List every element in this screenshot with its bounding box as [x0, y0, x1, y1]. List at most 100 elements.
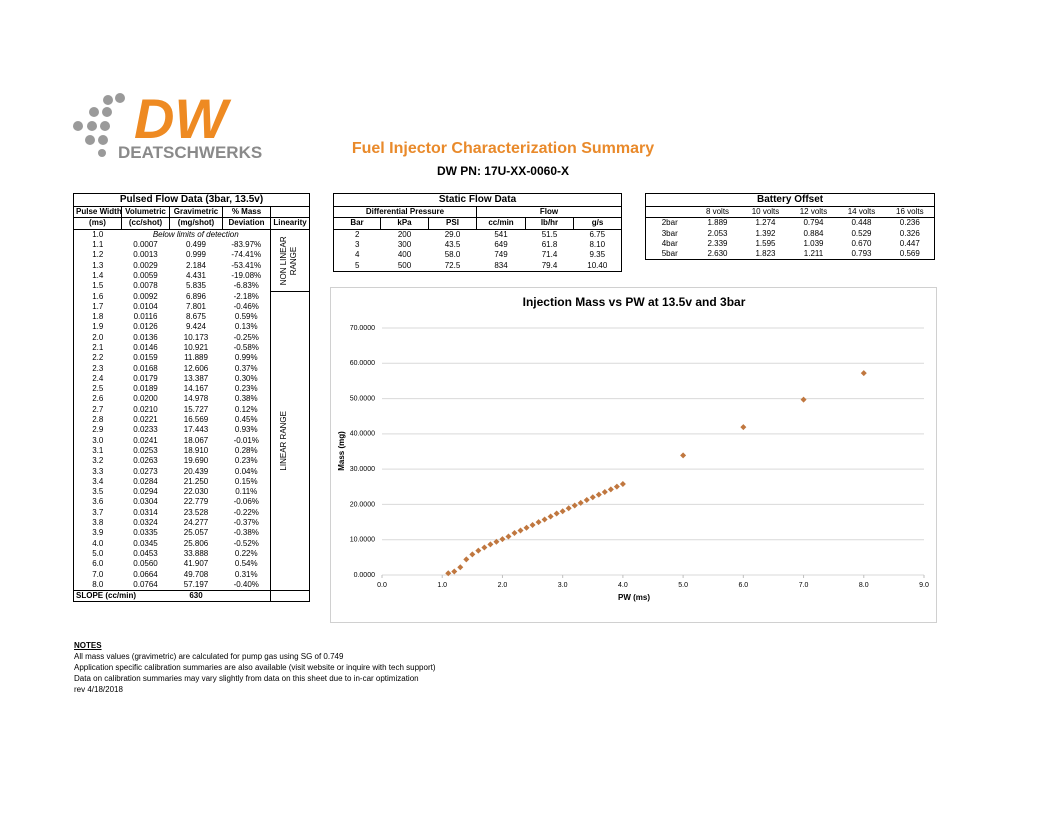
cell: 14.167 [183, 384, 209, 394]
linearity-label: LINEAR RANGE [279, 411, 289, 471]
column-header: cc/min [476, 217, 526, 230]
cell: 10.40 [587, 260, 608, 270]
data-row: 3.7 0.0314 23.528 -0.22% [74, 508, 310, 518]
data-row: 1.0 Below limits of detection NON LINEAR R… [74, 229, 311, 292]
marker [493, 538, 500, 545]
cell: 0.0284 [133, 476, 158, 486]
cell: 0.0059 [133, 270, 158, 280]
cell: 8.10 [589, 240, 606, 250]
group-row: Differential Pressure Flow [333, 205, 623, 219]
cell: 1.8 [92, 312, 104, 322]
cell: 0.99% [234, 353, 258, 363]
cell: 15.727 [183, 404, 209, 414]
cell: 1.595 [755, 239, 776, 249]
cell: 0.0345 [133, 538, 158, 548]
cell: 0.0294 [133, 487, 158, 497]
data-row: 3.9 0.0335 25.057 -0.38% [74, 528, 310, 538]
cell: -6.83% [233, 281, 259, 291]
data-row: 2.3 0.0168 12.606 0.37% [74, 363, 310, 373]
column-header: 8 volts [705, 207, 730, 217]
cell: 12.606 [183, 363, 209, 373]
cell: 400 [397, 250, 412, 260]
cell: -0.37% [233, 518, 259, 528]
cell: 51.5 [541, 229, 558, 239]
note-line: Application specific calibration summari… [74, 663, 436, 672]
data-row: 2.2 0.0159 11.889 0.99% [74, 353, 310, 363]
notes-heading: NOTES [74, 641, 102, 650]
marker [505, 533, 512, 540]
cell: 0.0189 [133, 384, 158, 394]
data-row: 5 500 72.5 834 79.4 10.40 [334, 260, 622, 271]
data-row: 5.0 0.0453 33.888 0.22% [74, 549, 310, 559]
data-row: 1.5 0.0078 5.835 -6.83% [74, 281, 310, 291]
column-header: % Mass [222, 205, 271, 219]
column-header: g/s [572, 217, 623, 230]
cell: 0.0221 [133, 415, 158, 425]
detection-note: Below limits of detection [152, 229, 239, 239]
y-tick-label: 60.0000 [350, 360, 375, 367]
cell: 1.392 [755, 228, 776, 238]
cell: 5bar [661, 249, 678, 259]
y-tick-label: 70.0000 [350, 325, 375, 332]
cell: 9.35 [589, 250, 606, 260]
data-row: 1.1 0.0007 0.499 -83.97% [74, 240, 310, 250]
column-header: kPa [380, 217, 429, 230]
header-row: Bar kPa PSI cc/min lb/hr g/s [333, 217, 623, 230]
cell: 0.326 [899, 228, 920, 238]
cell: 0.0233 [133, 425, 158, 435]
blank [223, 590, 271, 601]
column-header: Volumetric [121, 205, 170, 219]
cell: 0.0013 [133, 250, 158, 260]
cell: 0.0324 [133, 518, 158, 528]
notes: NOTES All mass values (gravimetric) are … [74, 640, 436, 695]
column-header: Deviation [222, 217, 271, 230]
marker [481, 544, 488, 551]
cell: 0.37% [234, 363, 258, 373]
column-header: (ms) [73, 217, 122, 230]
cell: 0.30% [234, 373, 258, 383]
slope-row: SLOPE (cc/min) 630 [73, 590, 310, 602]
cell: 3 [355, 240, 360, 250]
cell: 1.7 [92, 301, 104, 311]
y-tick-label: 30.0000 [350, 466, 375, 473]
cell: 0.0200 [133, 394, 158, 404]
cell: 0.0092 [133, 291, 158, 301]
cell: 2.1 [92, 343, 104, 352]
cell: -0.22% [233, 507, 259, 517]
cell: 1.3 [92, 260, 104, 270]
data-row: 2.0 0.0136 10.173 -0.25% [74, 333, 310, 343]
cell: -0.38% [233, 528, 259, 538]
data-row: 1.7 0.0104 7.801 -0.46% [74, 302, 310, 312]
x-tick-label: 3.0 [558, 582, 568, 589]
cell: 0.0560 [133, 559, 158, 569]
cell: 57.197 [183, 579, 209, 589]
marker [860, 370, 867, 377]
x-tick-label: 8.0 [859, 582, 869, 589]
cell: 0.0210 [133, 404, 158, 414]
cell: 1.2 [92, 250, 104, 260]
cell: 79.4 [541, 260, 558, 270]
marker [595, 491, 602, 498]
cell: 2.8 [92, 415, 104, 425]
cell: 5.835 [185, 281, 207, 291]
column-header: (mg/shot) [169, 217, 223, 230]
cell: 5.0 [92, 548, 104, 558]
title: Fuel Injector Characterization Summary [351, 140, 655, 157]
cell: 4 [355, 250, 360, 260]
data-row: 1.4 0.0059 4.431 -19.08% [74, 271, 310, 281]
cell: 541 [494, 229, 508, 239]
cell: 0.28% [234, 445, 258, 455]
cell: -0.06% [233, 497, 259, 507]
cell: 14.978 [183, 394, 209, 404]
cell: 43.5 [444, 240, 461, 250]
cell: 0.23% [234, 456, 258, 466]
cell: 6.0 [92, 559, 104, 569]
x-axis-label: PW (ms) [618, 593, 650, 602]
cell: 300 [397, 240, 412, 250]
cell: 3.5 [92, 487, 104, 497]
marker [523, 524, 530, 531]
cell: 0.499 [185, 240, 207, 250]
cell: 0.0179 [133, 373, 158, 383]
cell: 49.708 [183, 569, 209, 579]
